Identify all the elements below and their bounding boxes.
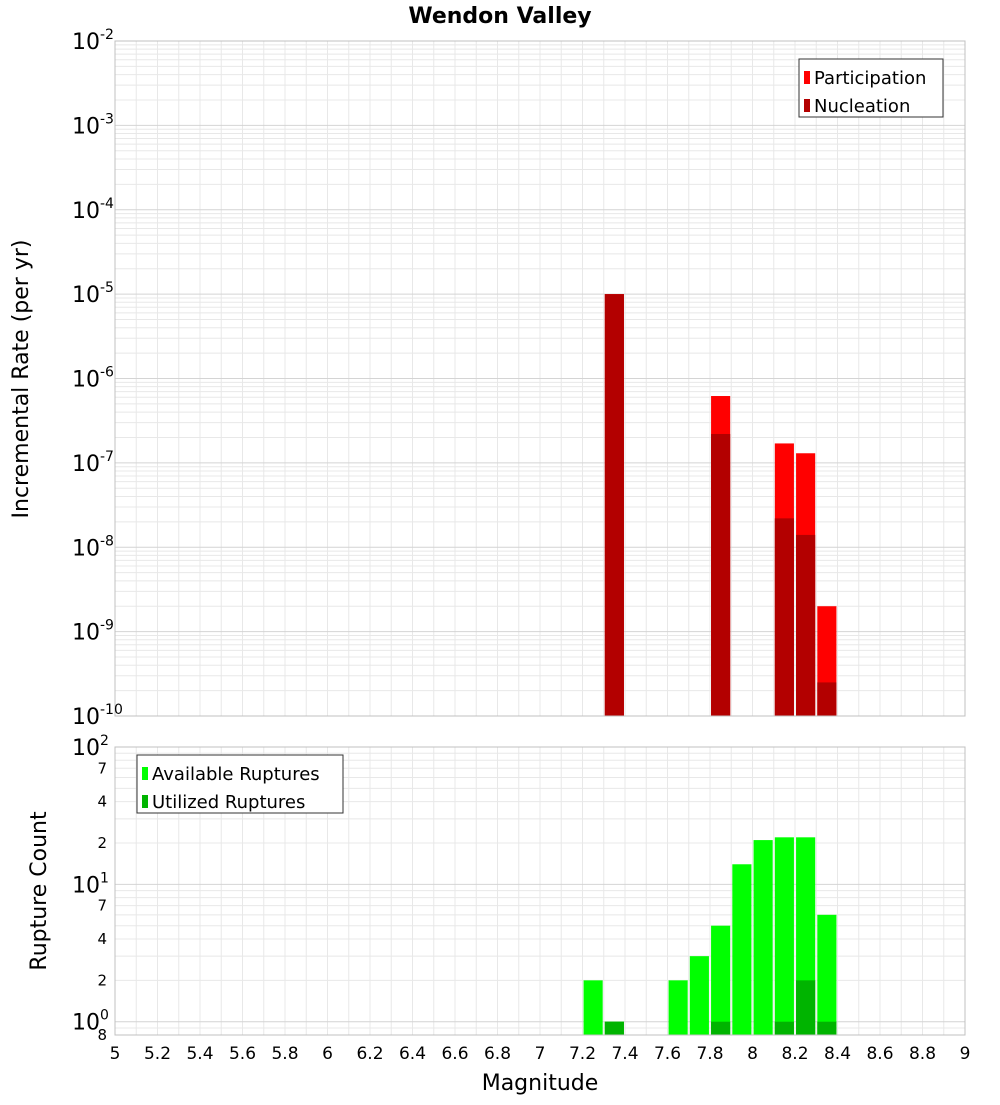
x-tick-label: 8.8 xyxy=(909,1044,936,1064)
nucleation-bar xyxy=(711,433,731,716)
available-bar xyxy=(583,980,603,1035)
bottom-y-minor-tick-label: 4 xyxy=(97,930,107,948)
bottom-legend-label: Available Ruptures xyxy=(152,764,320,785)
bottom-y-minor-tick-label: 4 xyxy=(97,793,107,811)
bottom-y-axis-label: Rupture Count xyxy=(27,811,52,971)
x-tick-label: 7.6 xyxy=(654,1044,681,1064)
bottom-y-minor-tick-label: 7 xyxy=(97,897,107,915)
top-y-tick-label: 10-4 xyxy=(72,196,114,224)
x-tick-label: 6.8 xyxy=(484,1044,511,1064)
available-bar xyxy=(753,840,773,1035)
x-tick-label: 5.4 xyxy=(186,1044,213,1064)
x-tick-label: 7.8 xyxy=(696,1044,723,1064)
chart-title: Wendon Valley xyxy=(408,4,591,29)
top-y-tick-label: 10-9 xyxy=(72,618,114,646)
bottom-plot-border xyxy=(114,746,966,1036)
bottom-legend-box xyxy=(136,754,344,814)
bottom-y-tick-label: 102 xyxy=(72,733,109,761)
x-tick-label: 8 xyxy=(747,1044,758,1064)
nucleation-bar xyxy=(817,682,837,716)
top-plot-area: 10-10 10-9 10-8 10-7 10-6 10-5 10-4 10-3 10-2 Par… xyxy=(72,27,966,730)
nucleation-bar xyxy=(774,518,794,716)
x-tick-label: 8.2 xyxy=(781,1044,808,1064)
top-y-tick-label: 10-8 xyxy=(72,533,114,561)
x-tick-label: 5 xyxy=(110,1044,121,1064)
utilized-bar xyxy=(604,1021,624,1035)
available-bar xyxy=(689,956,709,1035)
top-y-tick-label: 10-7 xyxy=(72,449,114,477)
bottom-plot-area: 100 101 102 8 2 4 7 2 4 7 5 5.2 5.4 5.6 5.8 6 6.2 6.4 6.6 6… xyxy=(72,733,970,1064)
x-axis-label: Magnitude xyxy=(482,1071,599,1096)
x-tick-label: 6.6 xyxy=(441,1044,468,1064)
x-tick-label: 7 xyxy=(535,1044,546,1064)
bottom-y-tick-label: 101 xyxy=(72,870,109,898)
x-tick-label: 8.6 xyxy=(866,1044,893,1064)
bottom-y-minor-tick-label: 2 xyxy=(97,834,107,852)
top-y-tick-label: 10-10 xyxy=(72,702,123,730)
top-legend-box xyxy=(798,58,944,118)
top-plot-border xyxy=(114,40,966,717)
top-y-tick-label: 10-5 xyxy=(72,280,114,308)
top-y-tick-label: 10-6 xyxy=(72,365,114,393)
top-y-tick-label: 10-3 xyxy=(72,111,114,139)
top-y-tick-label: 10-2 xyxy=(72,27,114,55)
x-tick-label: 5.6 xyxy=(229,1044,256,1064)
x-tick-label: 7.4 xyxy=(611,1044,638,1064)
available-bar xyxy=(817,914,837,1035)
utilized-bar xyxy=(817,1021,837,1035)
utilized-bar xyxy=(711,1021,731,1035)
x-tick-label: 6 xyxy=(322,1044,333,1064)
top-legend-swatch xyxy=(804,99,810,112)
utilized-bar xyxy=(796,980,816,1035)
available-bar xyxy=(774,837,794,1035)
x-tick-label: 6.4 xyxy=(399,1044,426,1064)
bottom-y-minor-tick-label: 8 xyxy=(97,1026,107,1044)
bottom-y-minor-tick-label: 7 xyxy=(97,759,107,777)
bottom-legend-swatch xyxy=(142,795,148,808)
x-tick-label: 7.2 xyxy=(569,1044,596,1064)
x-tick-label: 5.2 xyxy=(144,1044,171,1064)
x-tick-label: 5.8 xyxy=(271,1044,298,1064)
bottom-legend-swatch xyxy=(142,767,148,780)
nucleation-bar xyxy=(796,534,816,716)
nucleation-bar xyxy=(604,294,624,716)
x-tick-label: 9 xyxy=(960,1044,971,1064)
available-bar xyxy=(668,980,688,1035)
available-bar xyxy=(732,864,752,1035)
x-tick-label: 6.2 xyxy=(356,1044,383,1064)
bottom-legend-label: Utilized Ruptures xyxy=(152,792,305,813)
available-bar xyxy=(711,925,731,1035)
top-legend-label: Nucleation xyxy=(814,96,910,117)
top-legend-label: Participation xyxy=(814,68,926,89)
x-tick-label: 8.4 xyxy=(824,1044,851,1064)
utilized-bar xyxy=(774,1021,794,1035)
bottom-y-minor-tick-label: 2 xyxy=(97,971,107,989)
bottom-y-tick-label: 100 xyxy=(72,1008,109,1036)
top-legend-swatch xyxy=(804,71,810,84)
top-y-axis-label: Incremental Rate (per yr) xyxy=(9,240,34,519)
